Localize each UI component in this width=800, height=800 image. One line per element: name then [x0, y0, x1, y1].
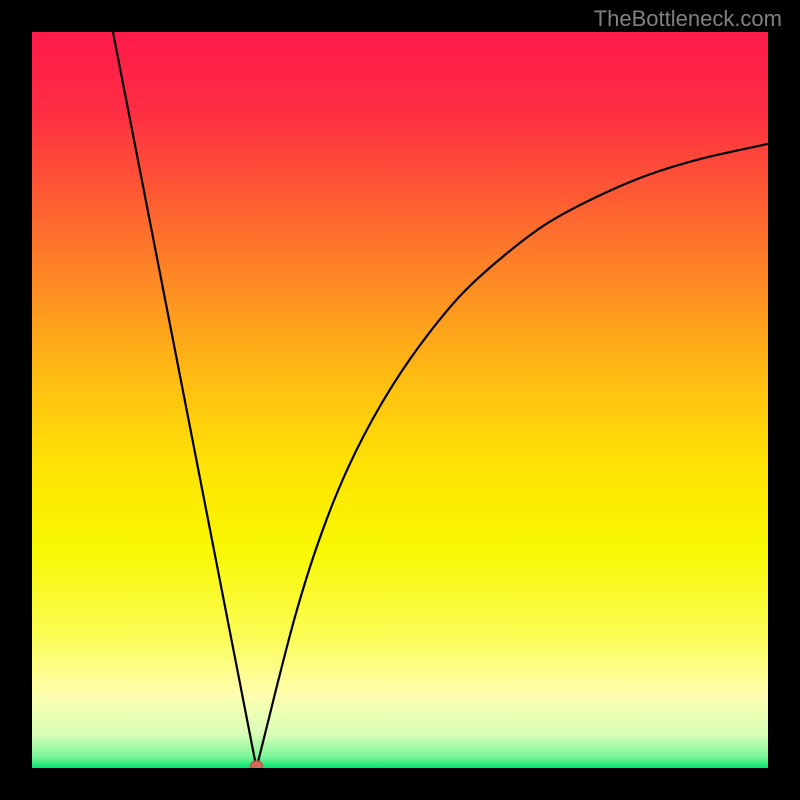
- plot-area: [32, 32, 768, 768]
- chart-background: [32, 32, 768, 768]
- minimum-marker: [250, 761, 262, 768]
- watermark-text: TheBottleneck.com: [594, 6, 782, 32]
- chart-svg: [32, 32, 768, 768]
